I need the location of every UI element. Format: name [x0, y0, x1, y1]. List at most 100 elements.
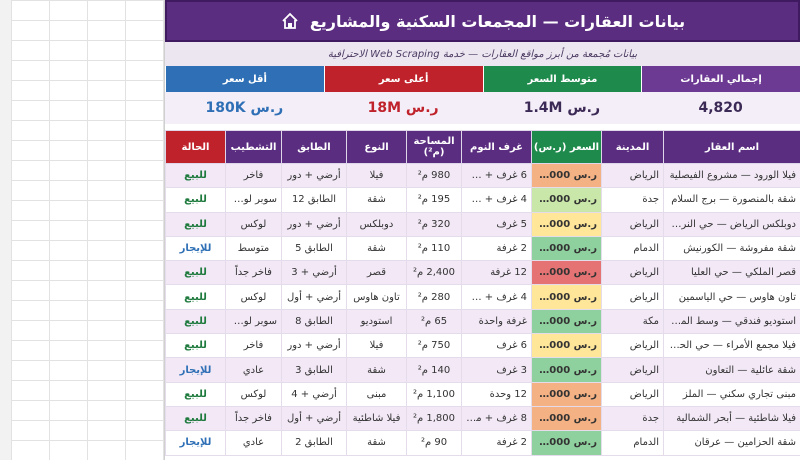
cell-name[interactable]: شقة عائلية — التعاون — [663, 357, 800, 383]
cell-price[interactable]: ر.س 32,000,000 — [531, 260, 602, 286]
cell-type[interactable]: فيلا — [346, 162, 407, 189]
cell-city[interactable]: الدمام — [601, 430, 664, 456]
cell-price[interactable]: ر.س 5,500,000 — [531, 333, 602, 359]
cell-price[interactable]: ر.س 1,250,000 — [531, 187, 602, 213]
cell-area[interactable]: 980 م² — [406, 162, 462, 189]
cell-status[interactable]: للبيع — [165, 162, 226, 189]
cell-type[interactable]: فيلا شاطئية — [346, 405, 407, 432]
cell-floor[interactable]: الطابق 5 — [281, 235, 347, 262]
cell-name[interactable]: دوبلكس الرياض — حي النرجس — [663, 211, 800, 237]
cell-finishing[interactable]: فاخر جداً — [225, 405, 282, 432]
cell-area[interactable]: 110 م² — [406, 235, 462, 262]
table-row[interactable]: فيلا مجمع الأمراء — حي الحمراء الرياض ر.س … — [165, 333, 800, 359]
cell-status[interactable]: للبيع — [165, 284, 226, 310]
cell-name[interactable]: شقة مفروشة — الكورنيش — [663, 235, 800, 262]
cell-status[interactable]: للبيع — [165, 187, 226, 213]
cell-price[interactable]: ر.س 2,800,000 — [531, 211, 602, 237]
cell-area[interactable]: 1,100 م² — [406, 381, 462, 407]
cell-type[interactable]: مبنى — [346, 381, 407, 407]
cell-bedrooms[interactable]: 8 غرف + مسبح — [461, 405, 532, 432]
cell-floor[interactable]: الطابق 8 — [281, 308, 347, 335]
cell-type[interactable]: شقة — [346, 357, 407, 383]
header-name[interactable]: اسم العقار — [663, 130, 800, 164]
cell-city[interactable]: الرياض — [601, 162, 664, 189]
cell-area[interactable]: 1,800 م² — [406, 405, 462, 432]
cell-city[interactable]: الرياض — [601, 381, 664, 407]
cell-price[interactable]: ر.س 60,000 — [531, 430, 602, 456]
cell-name[interactable]: فيلا الورود — مشروع الفيصلية — [663, 162, 800, 189]
cell-bedrooms[interactable]: غرفة واحدة — [461, 308, 532, 335]
cell-area[interactable]: 320 م² — [406, 211, 462, 237]
cell-name[interactable]: قصر الملكي — حي العليا — [663, 260, 800, 286]
cell-name[interactable]: تاون هاوس — حي الياسمين — [663, 284, 800, 310]
cell-bedrooms[interactable]: 4 غرف + صالة — [461, 187, 532, 213]
cell-city[interactable]: الرياض — [601, 284, 664, 310]
cell-type[interactable]: دوبلكس — [346, 211, 407, 237]
cell-type[interactable]: استوديو — [346, 308, 407, 335]
cell-finishing[interactable]: متوسط — [225, 235, 282, 262]
cell-area[interactable]: 195 م² — [406, 187, 462, 213]
cell-finishing[interactable]: لوكس — [225, 284, 282, 310]
cell-bedrooms[interactable]: 2 غرفة — [461, 235, 532, 262]
cell-bedrooms[interactable]: 12 وحدة — [461, 381, 532, 407]
cell-status[interactable]: للبيع — [165, 211, 226, 237]
cell-city[interactable]: الرياض — [601, 333, 664, 359]
cell-bedrooms[interactable]: 6 غرف + صالتان — [461, 162, 532, 189]
cell-bedrooms[interactable]: 4 غرف + صالة — [461, 284, 532, 310]
cell-city[interactable]: الرياض — [601, 211, 664, 237]
cell-type[interactable]: شقة — [346, 187, 407, 213]
cell-area[interactable]: 90 م² — [406, 430, 462, 456]
cell-status[interactable]: للبيع — [165, 405, 226, 432]
cell-price[interactable]: ر.س 85,000 — [531, 235, 602, 262]
cell-finishing[interactable]: عادي — [225, 357, 282, 383]
cell-price[interactable]: ر.س 420,000 — [531, 308, 602, 335]
cell-price[interactable]: ر.س 8,200,000 — [531, 381, 602, 407]
cell-bedrooms[interactable]: 12 غرفة — [461, 260, 532, 286]
cell-finishing[interactable]: فاخر — [225, 162, 282, 189]
cell-price[interactable]: ر.س 180,000 — [531, 357, 602, 383]
header-type[interactable]: النوع — [346, 130, 407, 164]
cell-floor[interactable]: أرضي + 3 — [281, 260, 347, 286]
cell-area[interactable]: 2,400 م² — [406, 260, 462, 286]
cell-price[interactable]: ر.س 18,000,000 — [531, 162, 602, 189]
cell-floor[interactable]: أرضي + أول — [281, 405, 347, 432]
header-bedrooms[interactable]: غرف النوم — [461, 130, 532, 164]
cell-name[interactable]: استوديو فندقي — وسط المدينة — [663, 308, 800, 335]
cell-finishing[interactable]: فاخر جداً — [225, 260, 282, 286]
cell-area[interactable]: 750 م² — [406, 333, 462, 359]
cell-area[interactable]: 65 م² — [406, 308, 462, 335]
cell-bedrooms[interactable]: 5 غرف — [461, 211, 532, 237]
cell-floor[interactable]: الطابق 12 — [281, 187, 347, 213]
cell-type[interactable]: شقة — [346, 235, 407, 262]
cell-status[interactable]: للبيع — [165, 381, 226, 407]
cell-area[interactable]: 140 م² — [406, 357, 462, 383]
cell-city[interactable]: الرياض — [601, 260, 664, 286]
cell-status[interactable]: للإيجار — [165, 430, 226, 456]
cell-status[interactable]: للبيع — [165, 333, 226, 359]
cell-type[interactable]: شقة — [346, 430, 407, 456]
cell-finishing[interactable]: سوبر لوكس — [225, 187, 282, 213]
cell-floor[interactable]: أرضي + دور — [281, 211, 347, 237]
cell-city[interactable]: مكة — [601, 308, 664, 335]
cell-name[interactable]: مبنى تجاري سكني — الملز — [663, 381, 800, 407]
cell-area[interactable]: 280 م² — [406, 284, 462, 310]
cell-name[interactable]: فيلا مجمع الأمراء — حي الحمراء — [663, 333, 800, 359]
header-floor[interactable]: الطابق — [281, 130, 347, 164]
cell-floor[interactable]: أرضي + دور — [281, 162, 347, 189]
cell-name[interactable]: شقة الحزامين — عرقان — [663, 430, 800, 456]
header-city[interactable]: المدينة — [601, 130, 664, 164]
cell-type[interactable]: فيلا — [346, 333, 407, 359]
table-row[interactable]: شقة مفروشة — الكورنيش الدمام ر.س 85,000 2 غ… — [165, 235, 800, 262]
cell-city[interactable]: الدمام — [601, 235, 664, 262]
cell-city[interactable]: الرياض — [601, 357, 664, 383]
cell-floor[interactable]: أرضي + 4 — [281, 381, 347, 407]
